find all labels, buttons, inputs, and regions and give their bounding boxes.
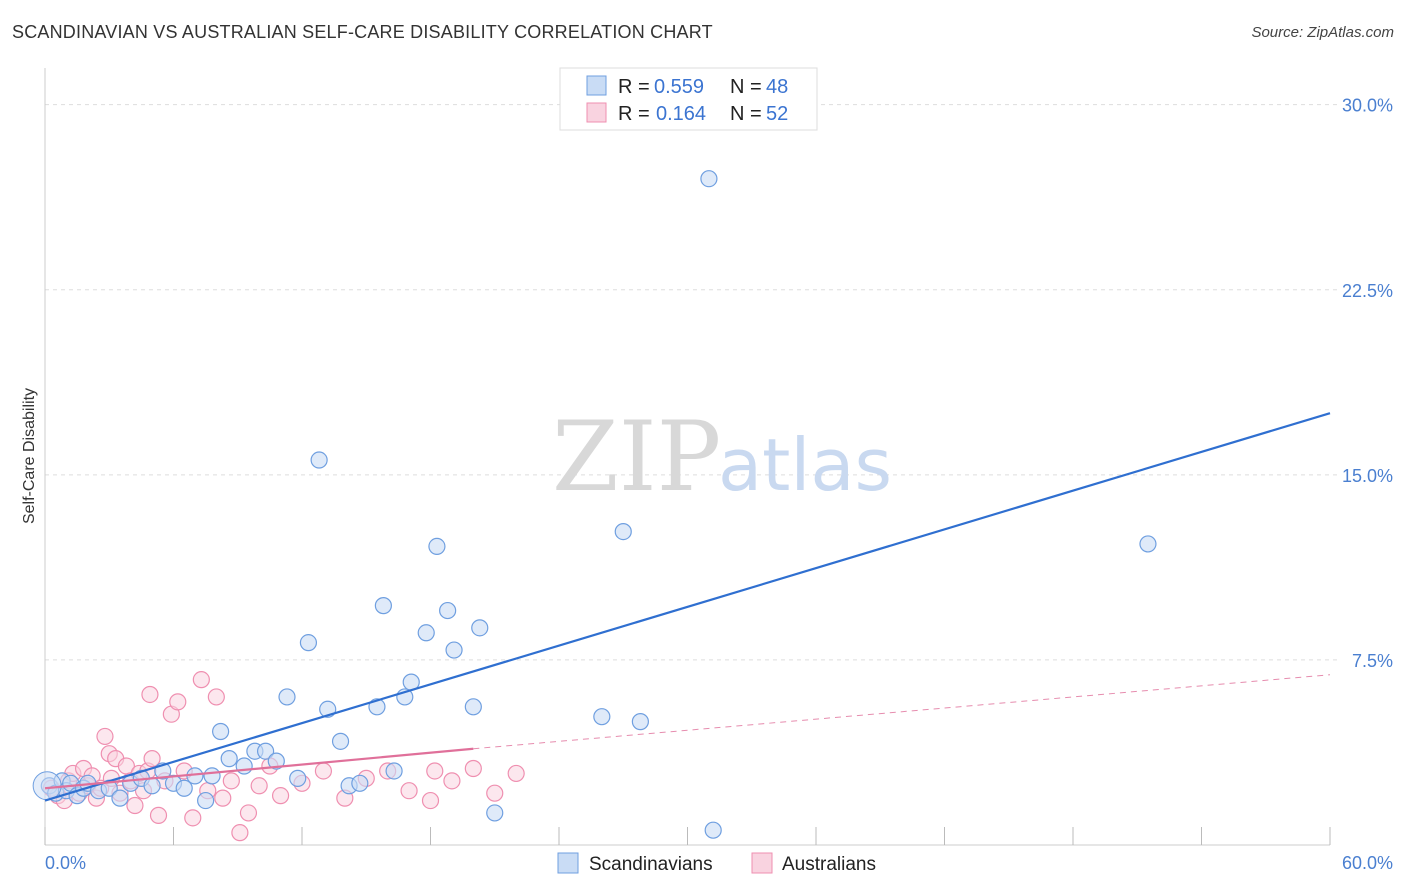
legend-r-value-1: 0.559 [654, 76, 704, 98]
australians-point-33 [222, 772, 240, 790]
scandinavians-point-35 [374, 597, 392, 615]
y-tick-label-2: 22.5% [1342, 281, 1393, 301]
scandinavians-point-10 [111, 789, 129, 807]
scandinavians-point-50 [704, 821, 722, 839]
series-legend-label-australians: Australians [782, 854, 876, 875]
series-legend-swatch-australians [751, 852, 773, 874]
y-tick-label-3: 30.0% [1342, 96, 1393, 116]
y-tick-label-0: 7.5% [1352, 651, 1393, 671]
scandinavians-point-48 [631, 713, 649, 731]
scandinavians-point-46 [593, 708, 611, 726]
scandinavians-point-44 [471, 619, 489, 637]
series-legend: Scandinavians Australians [557, 852, 876, 875]
australians-point-26 [169, 693, 187, 711]
legend-n-label-2: N = [730, 103, 762, 125]
scandinavians-point-20 [212, 722, 230, 741]
scandinavians-point-13 [143, 777, 161, 795]
scandinavians-point-26 [278, 688, 296, 706]
australians-point-46 [443, 772, 461, 790]
scandinavians-point-16 [175, 779, 193, 797]
watermark: ZIP atlas [552, 401, 892, 513]
scandinavians-point-33 [351, 774, 369, 792]
y-tick-label-1: 15.0% [1342, 466, 1393, 486]
axes [44, 68, 1331, 846]
legend-r-label-1: R = [618, 76, 650, 98]
scandinavians-point-42 [445, 641, 463, 659]
grid-lines [45, 104, 1340, 661]
scandinavians-point-47 [614, 522, 632, 541]
australians-point-22 [143, 750, 161, 768]
australians-point-45 [421, 791, 440, 810]
legend-n-value-1: 48 [766, 76, 788, 98]
watermark-zip: ZIP [552, 401, 721, 513]
australians-point-40 [314, 762, 333, 780]
scandinavians-point-18 [197, 791, 215, 810]
australians-point-49 [507, 764, 525, 783]
x-tick-label-max: 60.0% [1342, 853, 1393, 873]
scandinavians-point-40 [428, 537, 446, 556]
australians-point-50 [426, 762, 444, 780]
chart-source: Source: ZipAtlas.com [1251, 24, 1394, 41]
scandinavians-point-27 [289, 769, 307, 787]
y-axis-label: Self-Care Disability [21, 388, 38, 524]
australians-point-48 [486, 784, 504, 802]
scandinavians-point-31 [331, 732, 350, 750]
australians-trendline [44, 747, 474, 790]
legend-n-value-2: 52 [766, 103, 788, 125]
australians-point-28 [184, 809, 202, 827]
legend-swatch-australians [586, 102, 607, 123]
scandinavians-point-25 [267, 752, 285, 770]
chart-title: SCANDINAVIAN VS AUSTRALIAN SELF-CARE DIS… [12, 22, 713, 42]
watermark-atlas: atlas [718, 423, 892, 507]
legend-r-label-2: R = [618, 103, 650, 125]
australians-point-51 [141, 685, 159, 704]
australians-point-44 [400, 782, 418, 800]
legend-r-value-2: 0.164 [656, 103, 706, 125]
australians-point-29 [192, 671, 210, 689]
australians-point-35 [239, 804, 258, 822]
australians-point-18 [126, 796, 144, 815]
australians-point-34 [231, 824, 249, 842]
legend: R = 0.559 N = 48 R = 0.164 N = 52 [559, 67, 818, 131]
scandinavians-point-19 [203, 767, 221, 785]
scandinavians-point-41 [439, 601, 457, 620]
scandinavians-trendline [44, 412, 1331, 802]
scandinavians-point-45 [486, 804, 504, 822]
series-legend-swatch-scandinavians [557, 852, 579, 874]
australians-point-31 [207, 688, 225, 706]
australians-point-38 [271, 787, 290, 805]
scandinavians-point-24 [256, 742, 275, 760]
australians-point-47 [464, 759, 482, 778]
x-tick-label-min: 0.0% [45, 853, 86, 873]
scandinavians-point-21 [220, 750, 238, 768]
legend-swatch-scandinavians [586, 75, 607, 96]
scandinavians-point-43 [464, 698, 482, 716]
australians-point-11 [96, 727, 114, 746]
series-legend-label-scandinavians: Scandinavians [589, 854, 713, 875]
scandinavians-points [32, 170, 1157, 839]
scandinavians-point-22 [235, 757, 253, 775]
australians-trendline-extension [473, 674, 1331, 750]
scandinavians-point-28 [299, 634, 318, 652]
legend-n-label-1: N = [730, 76, 762, 98]
scandinavians-point-39 [417, 624, 435, 642]
tick-labels: 7.5% 15.0% 22.5% 30.0% 0.0% 60.0% [45, 96, 1393, 873]
scandinavians-point-51 [1139, 535, 1157, 553]
australians-point-32 [214, 789, 232, 807]
scandinavians-point-36 [385, 762, 403, 780]
scandinavians-cluster-point [32, 771, 62, 801]
australians-point-23 [149, 806, 168, 824]
scandinavians-point-29 [310, 451, 328, 469]
scandinavians-point-49 [700, 170, 718, 188]
trendlines [44, 412, 1331, 802]
australians-point-36 [250, 777, 268, 795]
